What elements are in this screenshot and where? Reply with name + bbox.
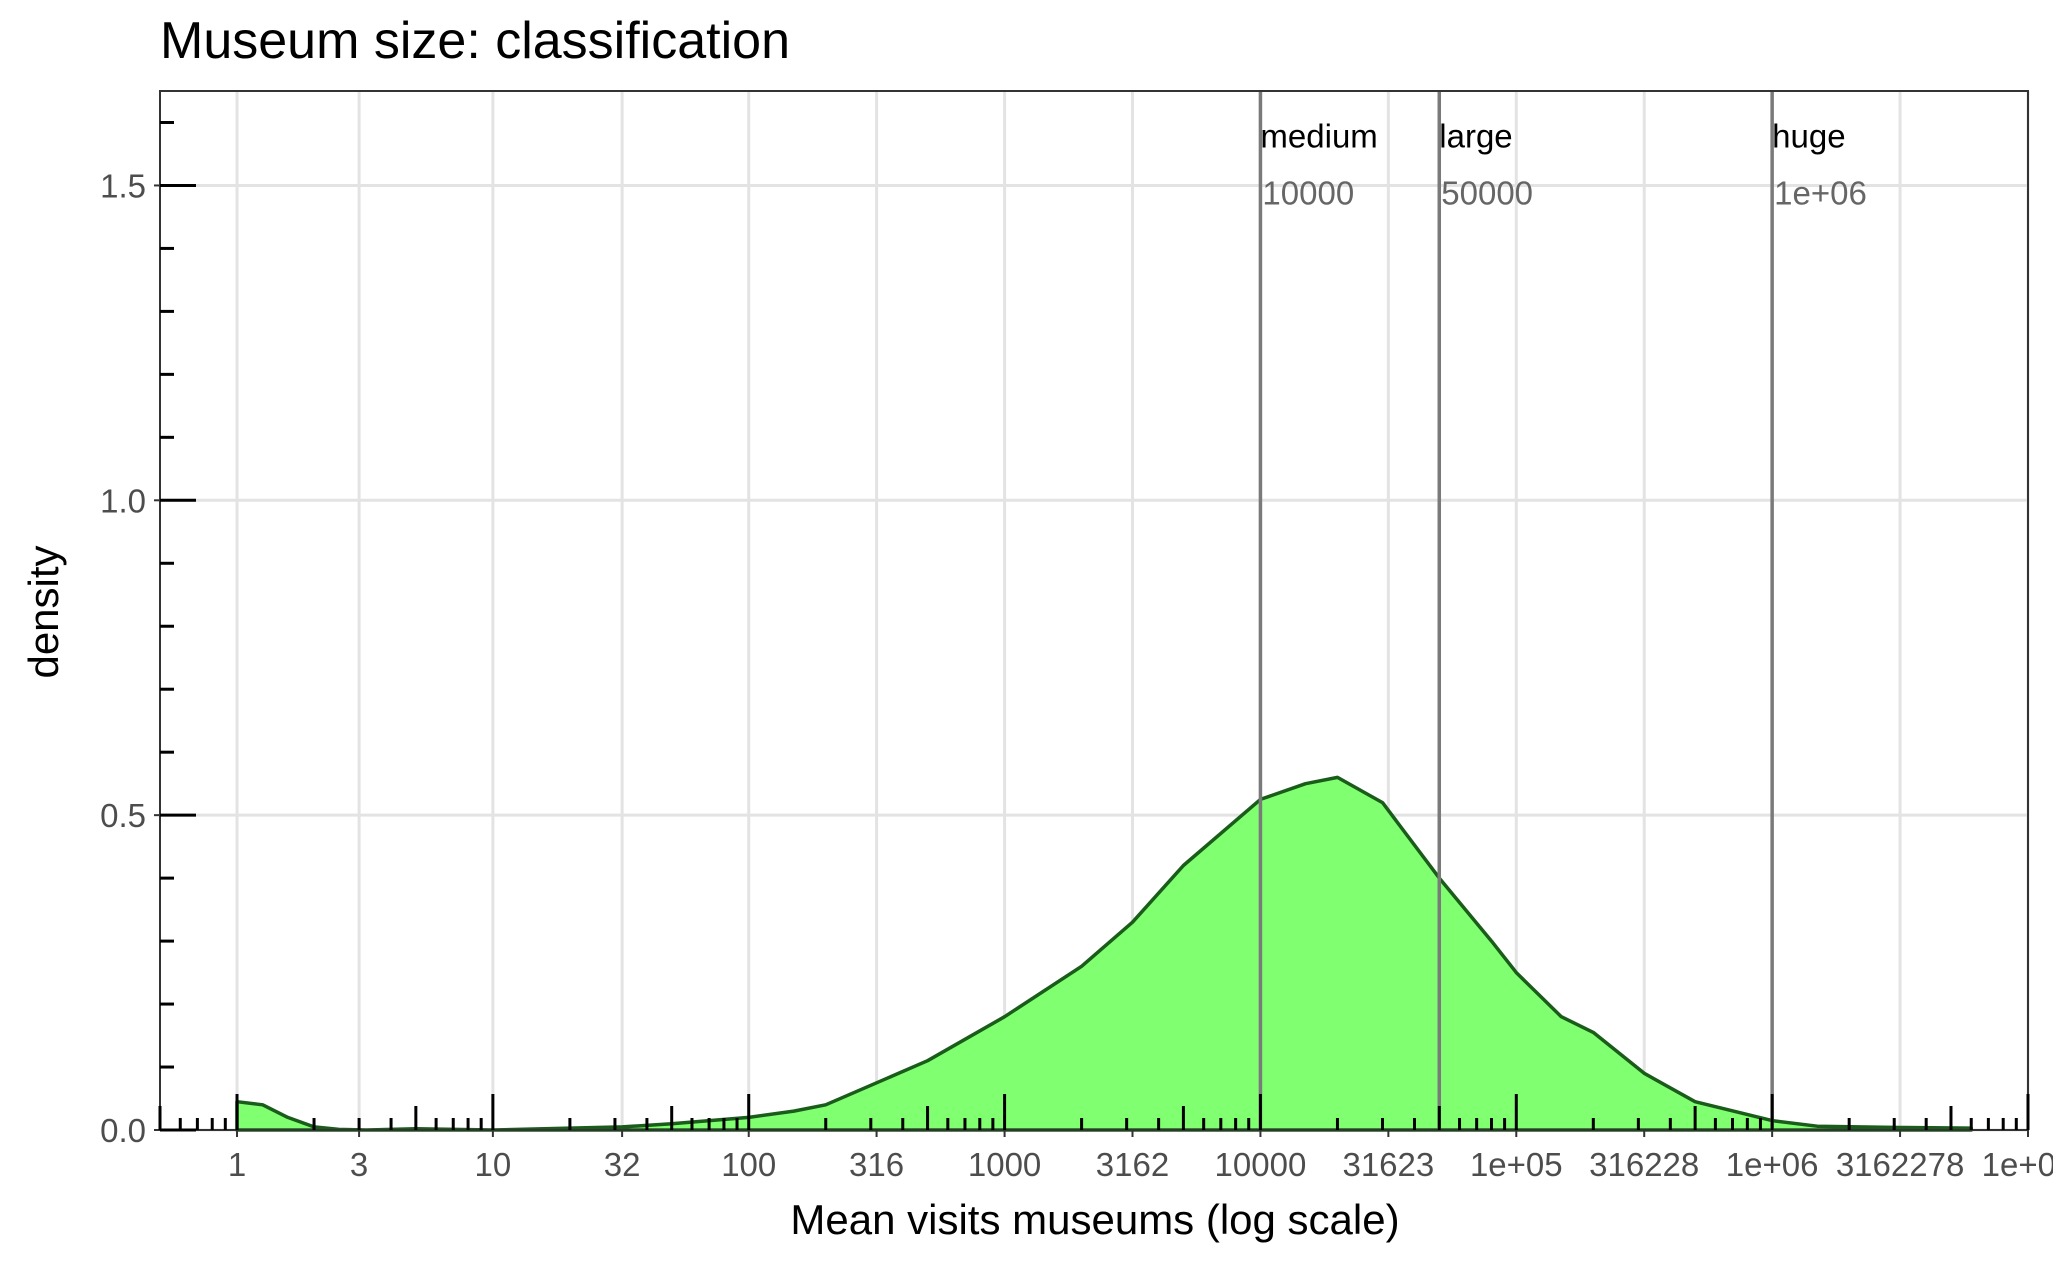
y-tick-label: 1.0 [100,482,146,519]
threshold-label: huge [1772,118,1845,155]
chart-title: Museum size: classification [160,12,790,70]
threshold-value: 10000 [1262,174,1354,211]
x-tick-label: 316 [849,1146,904,1183]
y-tick-label: 1.5 [100,167,146,204]
threshold-lines: medium 10000 large 50000 huge 1e+06 [1258,91,1867,1130]
y-axis-title: density [20,545,67,678]
plot-frame [159,90,2029,1131]
density-area [235,775,1973,1132]
plot-border [159,90,2029,1131]
x-tick-label: 10 [475,1146,512,1183]
threshold-value: 1e+06 [1774,174,1867,211]
x-tick-label: 1e+07 [1982,1146,2053,1183]
y-tick-label: 0.0 [100,1112,146,1149]
x-axis-title: Mean visits museums (log scale) [790,1196,1399,1243]
x-tick-label: 3 [350,1146,368,1183]
threshold-label: large [1439,118,1512,155]
y-tick-label: 0.5 [100,797,146,834]
threshold-value: 50000 [1441,174,1533,211]
density-curve [235,775,1973,1132]
x-tick-label: 3162278 [1836,1146,1964,1183]
x-tick-label: 1e+06 [1726,1146,1819,1183]
x-tick-label: 10000 [1215,1146,1307,1183]
x-tick-label: 1 [228,1146,246,1183]
threshold-label: medium [1260,118,1377,155]
x-tick-label: 316228 [1589,1146,1699,1183]
x-tick-label: 31623 [1342,1146,1434,1183]
x-tick-label: 1e+05 [1470,1146,1563,1183]
x-tick-label: 3162 [1096,1146,1169,1183]
x-tick-label: 32 [604,1146,641,1183]
x-tick-label: 100 [721,1146,776,1183]
x-tick-label: 1000 [968,1146,1041,1183]
x-axis: 1 3 10 32 100 316 1000 3162 10000 31623 1e+05 31622… [158,1094,2053,1183]
y-axis: 0.0 0.5 1.0 1.5 [100,120,196,1149]
